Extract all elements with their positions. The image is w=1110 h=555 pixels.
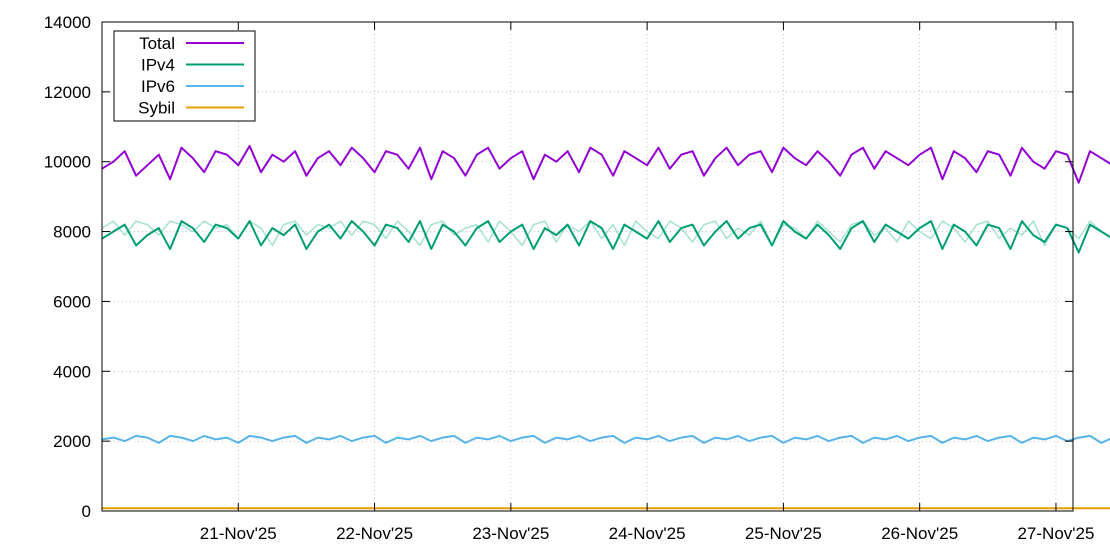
- x-tick-label: 24-Nov'25: [609, 524, 686, 543]
- series-line-ipv4: [101, 220, 1110, 254]
- y-tick-label: 10000: [44, 153, 91, 172]
- y-tick-label: 2000: [53, 432, 91, 451]
- plot-frame: [101, 21, 1074, 512]
- x-tick-label: 23-Nov'25: [472, 524, 549, 543]
- legend-label: IPv6: [141, 77, 175, 96]
- y-tick-label: 12000: [44, 83, 91, 102]
- legend-label: Total: [139, 34, 175, 53]
- overlay-series-line: [101, 220, 1110, 247]
- series-line-ipv6: [101, 434, 1110, 444]
- x-tick-label: 22-Nov'25: [336, 524, 413, 543]
- legend-label: Sybil: [138, 99, 175, 118]
- axis-ticks: [102, 21, 1073, 512]
- x-tick-label: 26-Nov'25: [881, 524, 958, 543]
- y-tick-labels: 0 2000 4000 6000 8000 10000 12000 14000: [44, 13, 91, 521]
- x-tick-label: 27-Nov'25: [1017, 524, 1094, 543]
- x-tick-labels: 21-Nov'25 22-Nov'25 23-Nov'25 24-Nov'25 25-N…: [200, 524, 1095, 543]
- y-tick-label: 6000: [53, 292, 91, 311]
- x-tick-label: 25-Nov'25: [745, 524, 822, 543]
- y-tick-label: 14000: [44, 13, 91, 32]
- series-layer: [101, 145, 1110, 510]
- series-line-total: [101, 145, 1110, 184]
- y-tick-label: 8000: [53, 223, 91, 242]
- legend-box: [113, 30, 256, 122]
- x-tick-label: 21-Nov'25: [200, 524, 277, 543]
- legend: Total IPv4 IPv6 Sybil: [113, 30, 256, 122]
- grid-lines: [102, 22, 1073, 511]
- legend-label: IPv4: [141, 56, 175, 75]
- y-tick-label: 0: [82, 502, 91, 521]
- y-tick-label: 4000: [53, 362, 91, 381]
